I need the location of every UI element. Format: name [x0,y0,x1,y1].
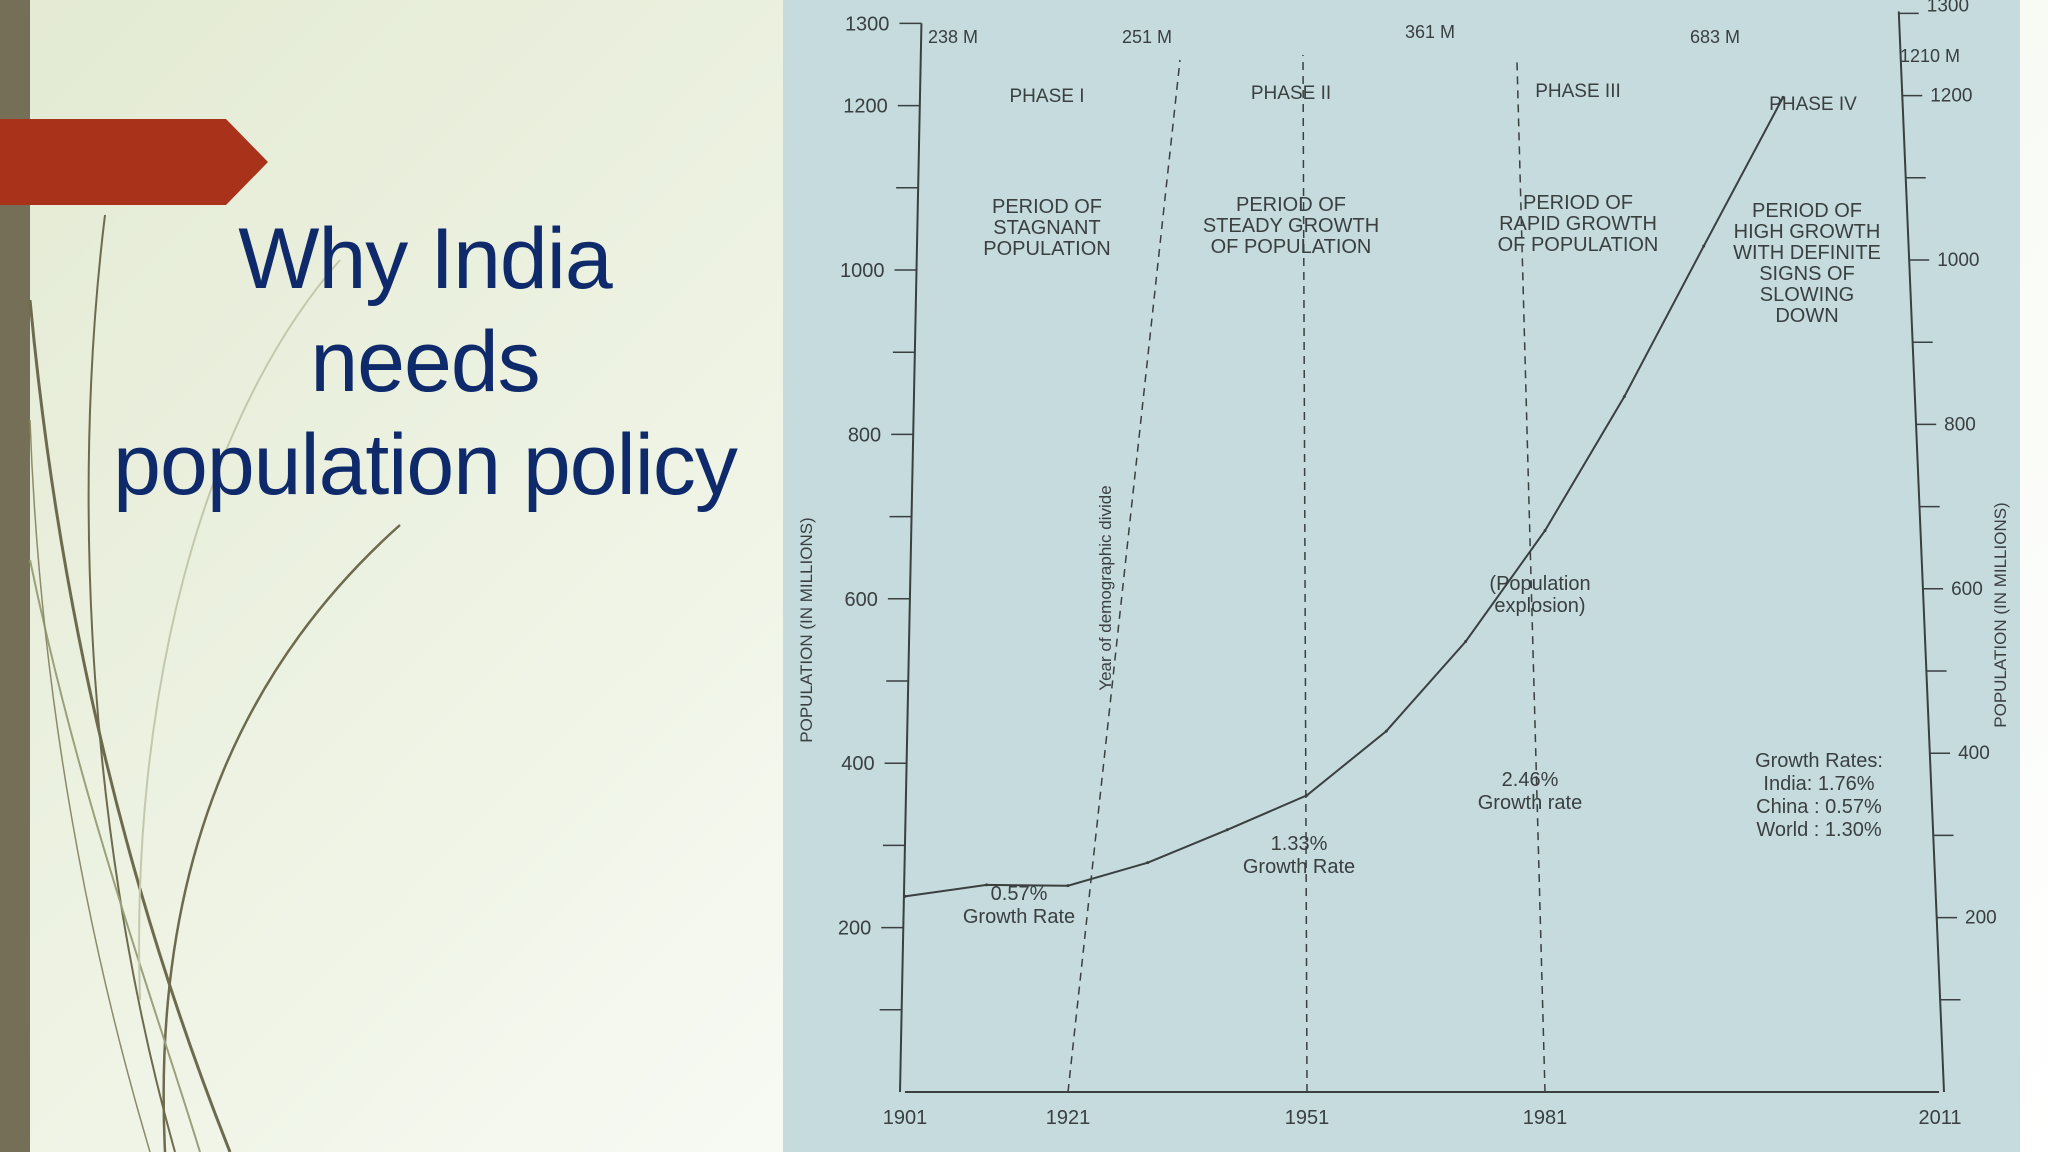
phase-name: PHASE IV [1769,94,1857,115]
phase-divider-line [1516,61,1546,1093]
tick-marks [879,11,1961,1093]
left-axis [899,23,923,1093]
left-axis-title: POPULATION (IN MILLIONS) [797,517,816,742]
phase-name: PHASE II [1251,83,1331,104]
population-chart: POPULATION (IN MILLIONS) POPULATION (IN … [797,0,2010,1129]
top-population-label: 251 M [1122,27,1172,47]
phase-description: PERIOD OF [1236,194,1346,216]
growth-rate-label: World : 1.30% [1756,819,1881,841]
right-tick-label: 200 [1965,908,1997,929]
title-line: needs [310,314,540,410]
explosion-annotation: (Population [1489,573,1590,595]
top-population-label: 683 M [1690,27,1740,47]
left-tick-label: 600 [845,589,878,611]
growth-rate-label: Growth Rate [963,906,1075,928]
x-tick-label: 2011 [1918,1107,1961,1129]
growth-rate-label: 2.46% [1502,769,1559,791]
right-axis-title: POPULATION (IN MILLIONS) [1991,502,2010,727]
phase-description: PERIOD OF [1523,192,1633,214]
phase-description: HIGH GROWTH [1734,221,1881,243]
left-tick-label: 200 [838,918,871,940]
phase-description: SLOWING [1760,284,1854,306]
phase-description: PERIOD OF [1752,200,1862,222]
top-population-label: 1210 M [1900,46,1960,66]
phase-description: OF POPULATION [1498,234,1659,256]
phase-description: DOWN [1775,305,1838,327]
growth-rate-label: 0.57% [991,883,1048,905]
right-tick-label: 800 [1944,414,1976,435]
top-population-label: 238 M [928,27,978,47]
accent-arrow-shape [0,119,268,205]
phase-description: OF POPULATION [1211,236,1372,258]
population-curve [904,96,1784,898]
phase-divider-lines [1067,54,1546,1093]
phase-description: STAGNANT [993,217,1100,239]
growth-rate-label: India: 1.76% [1763,773,1874,795]
phase-description: WITH DEFINITE [1733,242,1881,264]
growth-rate-label: China : 0.57% [1756,796,1882,818]
right-tick-label: 1200 [1930,86,1972,107]
decorative-grass-strokes [28,214,401,1152]
x-tick-label: 1981 [1523,1107,1568,1129]
left-tick-label: 1300 [845,13,890,35]
accent-arrow-tab [0,119,268,205]
population-chart-panel: POPULATION (IN MILLIONS) POPULATION (IN … [783,0,2020,1152]
phase-description: POPULATION [983,238,1110,260]
phase-divider-line [1302,54,1308,1093]
explosion-annotation: explosion) [1494,595,1585,617]
right-tick-label: 1300 [1927,0,1969,16]
right-tick-label: 600 [1951,579,1983,600]
right-tick-label: 400 [1958,743,1990,764]
x-tick-label: 1921 [1046,1107,1091,1129]
left-tick-label: 800 [848,424,881,446]
growth-rate-label: Growth Rates: [1755,750,1883,772]
left-tick-label: 1200 [843,96,888,118]
right-tick-label: 1000 [1937,250,1979,271]
chart-labels: 200 400 600 800 1000 1200 1300 200 400 600 800 1000… [838,0,1997,1129]
phase-description: RAPID GROWTH [1499,213,1657,235]
growth-rate-label: Growth Rate [1243,856,1355,878]
left-tick-label: 400 [841,753,874,775]
growth-rate-label: Growth rate [1478,792,1582,814]
phase-divider-line [1067,59,1181,1093]
slide-title: Why India needs population policy [60,208,790,517]
title-line: Why India [238,211,612,307]
left-tick-label: 1000 [840,260,885,282]
title-line: population policy [113,417,738,513]
demographic-divide-label: Year of demographic divide [1096,485,1115,690]
phase-description: PERIOD OF [992,196,1102,218]
phase-description: STEADY GROWTH [1203,215,1379,237]
top-population-label: 361 M [1405,22,1455,42]
phase-description: SIGNS OF [1759,263,1855,285]
x-tick-label: 1901 [883,1107,928,1129]
growth-rate-label: 1.33% [1271,833,1328,855]
phase-name: PHASE I [1010,86,1085,107]
x-tick-label: 1951 [1285,1107,1330,1129]
right-axis [1897,11,1945,1093]
phase-name: PHASE III [1535,81,1621,102]
